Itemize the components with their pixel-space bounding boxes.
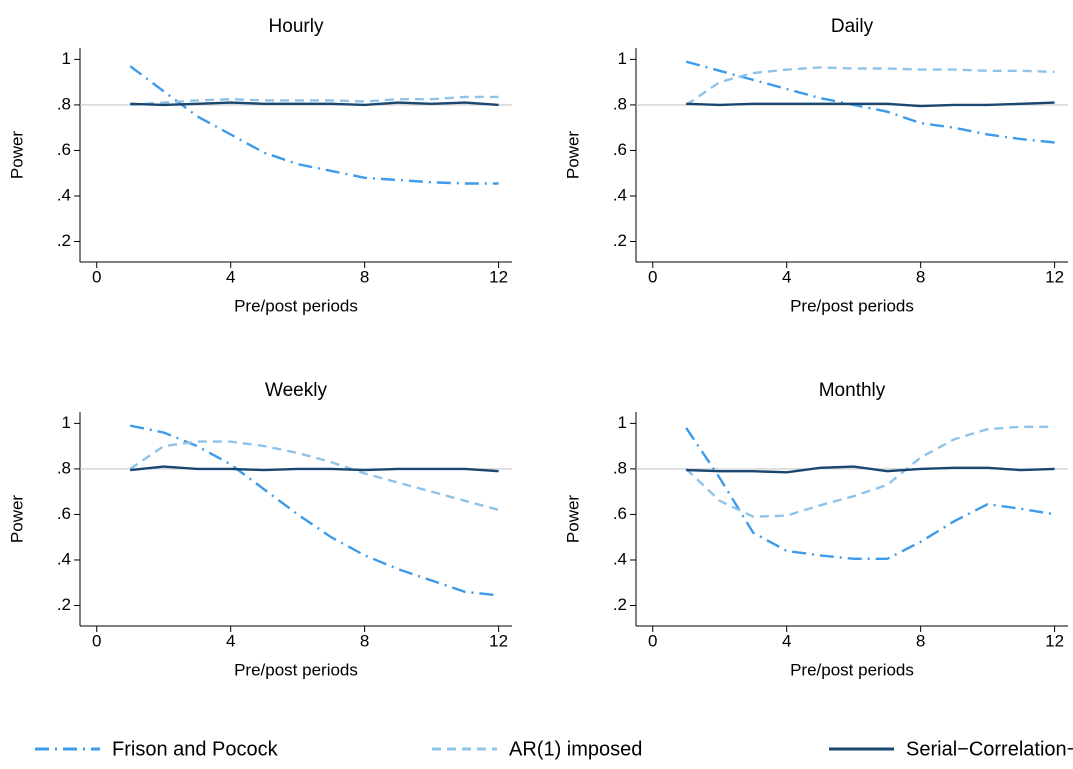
x-tick-label: 8 bbox=[360, 631, 369, 650]
series-line bbox=[685, 66, 1055, 106]
legend-label: Frison and Pocock bbox=[112, 738, 279, 760]
x-tick-label: 4 bbox=[226, 631, 235, 650]
x-tick-label: 0 bbox=[92, 631, 101, 650]
series-line bbox=[685, 427, 1055, 560]
y-tick-label: .2 bbox=[57, 595, 71, 614]
legend-label: AR(1) imposed bbox=[509, 738, 642, 760]
y-tick-label: .8 bbox=[57, 94, 71, 113]
series-line bbox=[130, 465, 499, 473]
x-tick-label: 0 bbox=[92, 267, 101, 286]
series-line bbox=[686, 101, 1055, 108]
y-axis-label: Power bbox=[7, 495, 26, 544]
y-tick-label: .2 bbox=[613, 231, 627, 250]
x-axis-label: Pre/post periods bbox=[790, 296, 914, 315]
x-tick-label: 4 bbox=[226, 267, 235, 286]
series-line bbox=[130, 101, 499, 107]
y-tick-label: .8 bbox=[613, 94, 627, 113]
series-line bbox=[685, 60, 1055, 144]
y-tick-label: .2 bbox=[57, 231, 71, 250]
y-tick-label: .6 bbox=[613, 504, 627, 523]
y-axis-label: Power bbox=[563, 495, 582, 544]
y-tick-label: .8 bbox=[57, 458, 71, 477]
x-axis-label: Pre/post periods bbox=[790, 660, 914, 679]
y-tick-label: .8 bbox=[613, 458, 627, 477]
panel-title: Monthly bbox=[819, 380, 886, 401]
series-line bbox=[685, 425, 1055, 518]
y-tick-label: .6 bbox=[57, 504, 71, 523]
y-axis-label: Power bbox=[7, 131, 26, 180]
y-tick-label: 1 bbox=[618, 413, 627, 432]
x-tick-label: 12 bbox=[489, 267, 508, 286]
x-tick-label: 8 bbox=[916, 631, 925, 650]
y-tick-label: .4 bbox=[57, 185, 71, 204]
series-line bbox=[130, 95, 499, 107]
series-line bbox=[686, 465, 1055, 474]
panel-title: Hourly bbox=[269, 16, 324, 37]
x-tick-label: 4 bbox=[782, 267, 791, 286]
y-tick-label: .4 bbox=[613, 185, 627, 204]
y-tick-label: 1 bbox=[618, 49, 627, 68]
x-tick-label: 12 bbox=[1045, 267, 1064, 286]
panel-title: Weekly bbox=[265, 380, 327, 401]
panel-title: Daily bbox=[831, 16, 874, 37]
x-axis-label: Pre/post periods bbox=[234, 660, 358, 679]
y-axis-label: Power bbox=[563, 131, 582, 180]
x-tick-label: 0 bbox=[648, 631, 657, 650]
series-line bbox=[129, 65, 499, 185]
x-tick-label: 4 bbox=[782, 631, 791, 650]
y-tick-label: 1 bbox=[62, 413, 71, 432]
y-tick-label: .2 bbox=[613, 595, 627, 614]
y-tick-label: .6 bbox=[613, 140, 627, 159]
y-tick-label: .4 bbox=[57, 549, 71, 568]
x-tick-label: 0 bbox=[648, 267, 657, 286]
legend-label: Serial−Correlation−Robust bbox=[906, 738, 1073, 760]
x-tick-label: 8 bbox=[916, 267, 925, 286]
x-axis-label: Pre/post periods bbox=[234, 296, 358, 315]
y-tick-label: .4 bbox=[613, 549, 627, 568]
y-tick-label: 1 bbox=[62, 49, 71, 68]
x-tick-label: 8 bbox=[360, 267, 369, 286]
x-tick-label: 12 bbox=[1045, 631, 1064, 650]
series-line bbox=[129, 440, 499, 512]
series-line bbox=[129, 424, 499, 597]
y-tick-label: .6 bbox=[57, 140, 71, 159]
x-tick-label: 12 bbox=[489, 631, 508, 650]
